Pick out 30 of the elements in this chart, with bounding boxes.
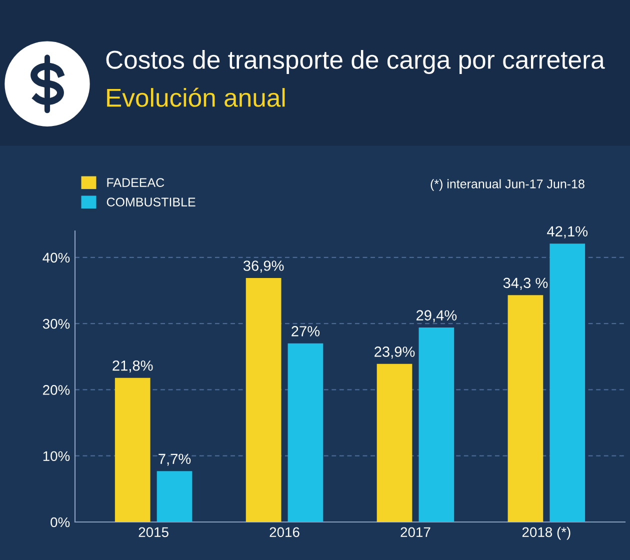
data-label: 7,7%: [158, 454, 191, 466]
bar: [550, 244, 586, 522]
bar: [376, 364, 412, 522]
data-label: 23,9%: [374, 346, 415, 359]
x-tick-label: 2016: [270, 527, 300, 538]
y-tick-label: 10%: [43, 451, 70, 462]
bar: [156, 471, 192, 522]
bar: [418, 328, 454, 522]
data-label: 27%: [292, 326, 320, 336]
data-label: 29,4%: [416, 310, 457, 322]
x-tick-label: 2015: [138, 527, 168, 538]
y-tick-label: 20%: [43, 385, 70, 395]
bar: [288, 343, 324, 522]
chart-title: Costos de transporte de carga por carretera: [106, 50, 605, 74]
y-tick-label: 0%: [50, 517, 70, 528]
bar: [114, 378, 150, 522]
data-label: 42,1%: [547, 226, 588, 238]
x-tick-label: 2018 (*): [522, 526, 570, 540]
text: (*) interanual Jun-17 Jun-18: [430, 179, 584, 191]
bar: [508, 295, 544, 522]
chart-subtitle: Evolución anual: [107, 88, 285, 107]
bar: [246, 278, 282, 522]
legend-label: FADEEAC: [107, 178, 164, 187]
legend-label: COMBUSTIBLE: [106, 198, 196, 206]
y-tick-label: 30%: [42, 318, 70, 329]
data-label: 21,8%: [112, 360, 153, 372]
x-tick-label: 2017: [400, 527, 430, 538]
data-label: 36,9%: [243, 260, 284, 273]
y-tick-label: 40%: [42, 252, 70, 263]
data-label: 34,3 %: [503, 278, 548, 290]
